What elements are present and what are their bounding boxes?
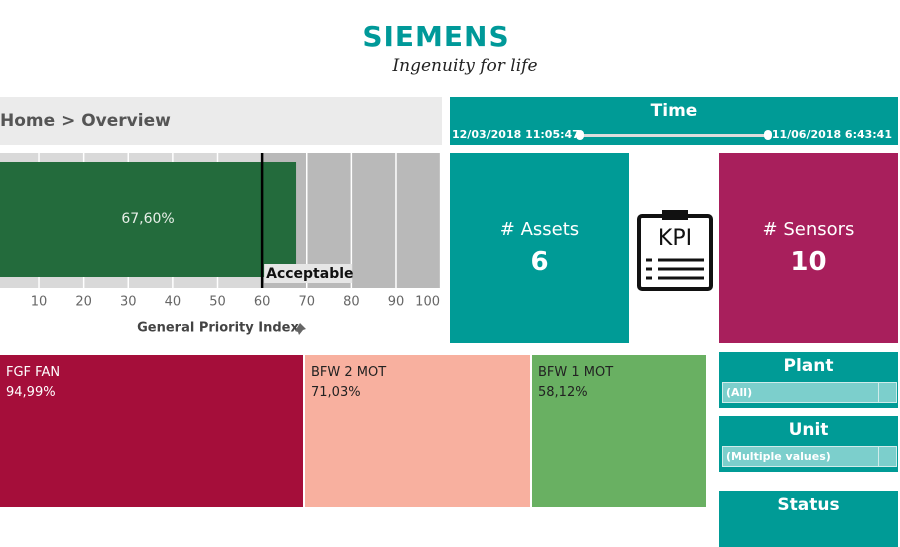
threshold-label-bg <box>264 264 353 283</box>
x-axis-title: General Priority Index <box>137 321 299 336</box>
x-tick-label: 80 <box>343 295 360 310</box>
kpi-icon: KPI <box>637 210 713 291</box>
time-panel: Time 12/03/2018 11:05:47 11/06/2018 6:43… <box>450 97 898 145</box>
tagline: Ingenuity for life <box>392 56 538 76</box>
x-tick-label: 30 <box>120 295 137 310</box>
slider-knob[interactable] <box>764 130 772 140</box>
bar <box>0 162 297 277</box>
tile-name: FGF FAN <box>6 365 61 380</box>
filter-dropdown[interactable]: (Multiple values) <box>722 446 897 467</box>
breadcrumb-bar: Home > Overview <box>0 97 442 145</box>
tile-name: BFW 2 MOT <box>311 365 387 380</box>
x-tick-label: 50 <box>209 295 226 310</box>
x-tick-label: 70 <box>298 295 315 310</box>
x-tick-label: 10 <box>31 295 48 310</box>
treemap-tile[interactable]: BFW 2 MOT 71,03% <box>305 355 530 507</box>
tile-name: BFW 1 MOT <box>538 365 614 380</box>
slider-knob[interactable] <box>576 130 584 140</box>
filter-dropdown[interactable]: (All) <box>722 382 897 403</box>
filter-title: Plant <box>783 356 834 376</box>
brand: SIEMENS <box>362 20 510 53</box>
value-label: 67,60% <box>121 211 174 227</box>
filter-panel: Unit (Multiple values) <box>719 416 898 472</box>
dropdown-arrow <box>878 383 896 402</box>
breadcrumb[interactable]: Home > Overview <box>0 111 171 131</box>
x-tick-label: 40 <box>165 295 182 310</box>
filter-selection: (All) <box>726 386 753 399</box>
kpi-icon-text: KPI <box>658 226 692 251</box>
slider-track <box>580 134 768 137</box>
x-tick-label: 20 <box>75 295 92 310</box>
treemap-tile[interactable]: BFW 1 MOT 58,12% <box>532 355 706 507</box>
threshold-label: Acceptable <box>266 266 353 282</box>
kpi-label: # Sensors <box>762 219 855 240</box>
kpi-tile: # Sensors 10 <box>719 153 898 343</box>
dropdown-arrow <box>878 447 896 466</box>
kpi-value: 6 <box>530 247 549 277</box>
x-tick-label: 100 <box>415 295 440 310</box>
kpi-tile: # Assets 6 <box>450 153 629 343</box>
bullet-chart: 010203040506070809010067,60%AcceptableGe… <box>0 153 442 336</box>
filter-title: Unit <box>788 420 829 440</box>
dashboard: SIEMENS Ingenuity for life Home > Overvi… <box>0 20 898 547</box>
tile-value: 94,99% <box>6 385 56 400</box>
x-tick-label: 60 <box>254 295 271 310</box>
filter-title: Status <box>777 495 840 515</box>
tile-value: 71,03% <box>311 385 361 400</box>
filter-panel: Status <box>719 491 898 547</box>
treemap-tile[interactable]: FGF FAN 94,99% <box>0 355 303 507</box>
pin-icon <box>295 323 306 335</box>
kpi-value: 10 <box>790 247 827 277</box>
time-title: Time <box>650 101 698 121</box>
kpi-label: # Assets <box>499 219 580 240</box>
filter-panel: Plant (All) <box>719 352 898 408</box>
time-end: 11/06/2018 6:43:41 <box>771 128 892 141</box>
time-start: 12/03/2018 11:05:47 <box>452 128 580 141</box>
x-tick-label: 90 <box>388 295 405 310</box>
filter-selection: (Multiple values) <box>726 450 831 463</box>
tile-value: 58,12% <box>538 385 588 400</box>
